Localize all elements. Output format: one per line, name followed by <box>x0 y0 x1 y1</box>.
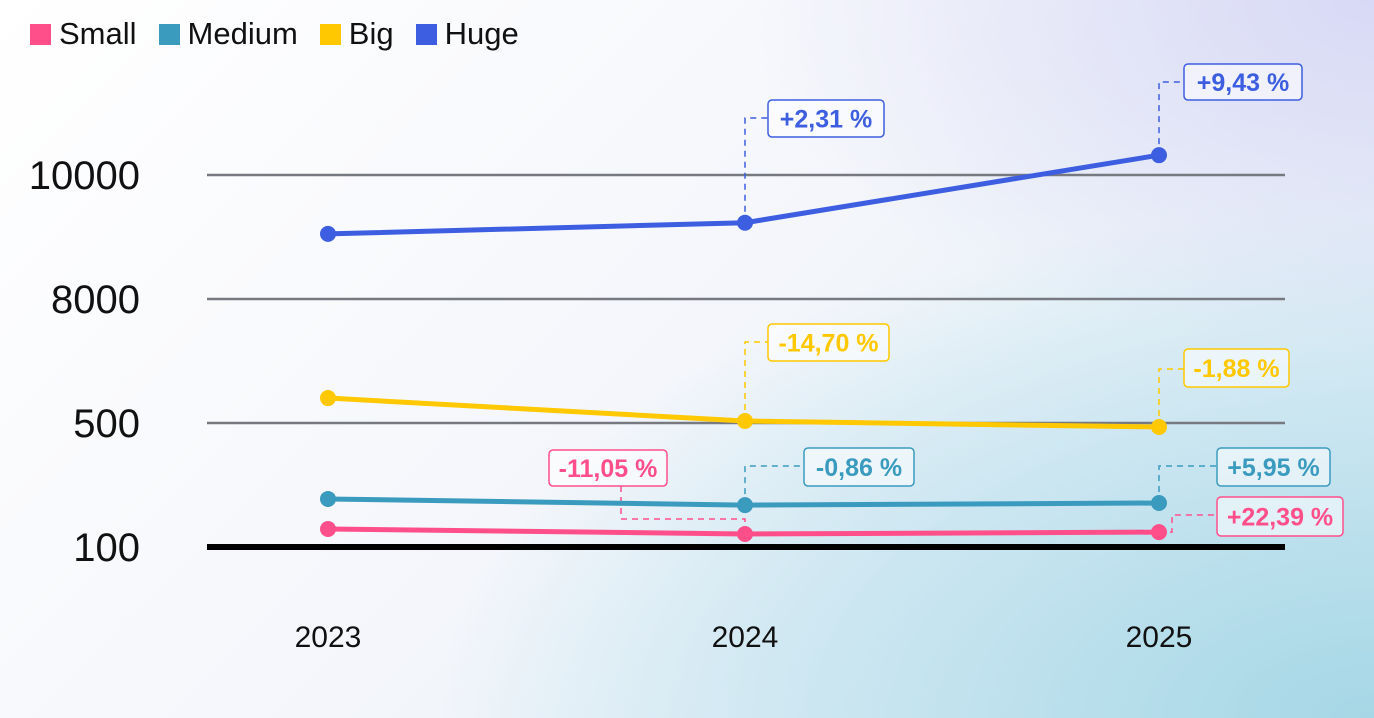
x-tick-label: 2024 <box>712 621 779 654</box>
data-point-medium <box>737 497 753 514</box>
annotation-label: -0,86 % <box>816 454 902 482</box>
annotation-box <box>548 449 668 487</box>
annotation-label: -1,88 % <box>1193 355 1279 383</box>
legend: Small Medium Big Huge <box>30 16 519 52</box>
legend-swatch-medium <box>158 23 180 45</box>
annotation-box <box>1216 496 1344 537</box>
annotation-leader <box>1158 81 1184 156</box>
legend-swatch-big <box>319 23 341 45</box>
annotation-box <box>1183 348 1290 388</box>
annotation-label: -11,05 % <box>559 455 658 483</box>
annotation-leader <box>1158 465 1217 503</box>
legend-item-huge[interactable]: Huge <box>415 16 519 52</box>
data-point-huge <box>320 225 336 242</box>
annotation-box <box>767 323 890 362</box>
legend-item-medium[interactable]: Medium <box>158 16 298 52</box>
annotation-label: -14,70 % <box>778 330 878 358</box>
data-point-medium <box>320 490 336 507</box>
legend-item-small[interactable]: Small <box>30 16 137 52</box>
x-tick-label: 2023 <box>295 621 362 654</box>
annotation-box <box>803 447 915 487</box>
annotation-box <box>767 99 885 138</box>
y-tick-label: 8000 <box>51 278 140 322</box>
annotation-label: +22,39 % <box>1227 504 1333 532</box>
annotation-leader <box>620 486 746 534</box>
legend-item-big[interactable]: Big <box>319 16 394 52</box>
annotation-box <box>1183 63 1303 101</box>
annotation-box <box>1216 447 1331 487</box>
y-tick-label: 10000 <box>29 154 140 198</box>
legend-label: Huge <box>444 16 519 51</box>
y-tick-label: 100 <box>73 526 140 570</box>
legend-label: Small <box>59 16 137 51</box>
data-point-small <box>737 525 753 542</box>
annotation-leader <box>744 465 804 506</box>
annotation-label: +9,43 % <box>1197 69 1289 97</box>
data-point-small <box>320 521 336 538</box>
x-tick-label: 2025 <box>1126 621 1193 654</box>
data-point-big <box>320 390 336 407</box>
annotation-leader <box>744 117 768 223</box>
legend-swatch-small <box>30 23 51 45</box>
annotation-leader <box>744 341 768 422</box>
annotation-leader <box>1158 368 1184 428</box>
legend-swatch-huge <box>415 23 437 45</box>
y-tick-label: 500 <box>73 402 140 446</box>
annotation-leader <box>1159 514 1217 533</box>
annotation-label: +5,95 % <box>1227 454 1319 482</box>
legend-label: Medium <box>187 16 298 51</box>
legend-label: Big <box>348 16 394 51</box>
annotation-label: +2,31 % <box>780 106 872 134</box>
